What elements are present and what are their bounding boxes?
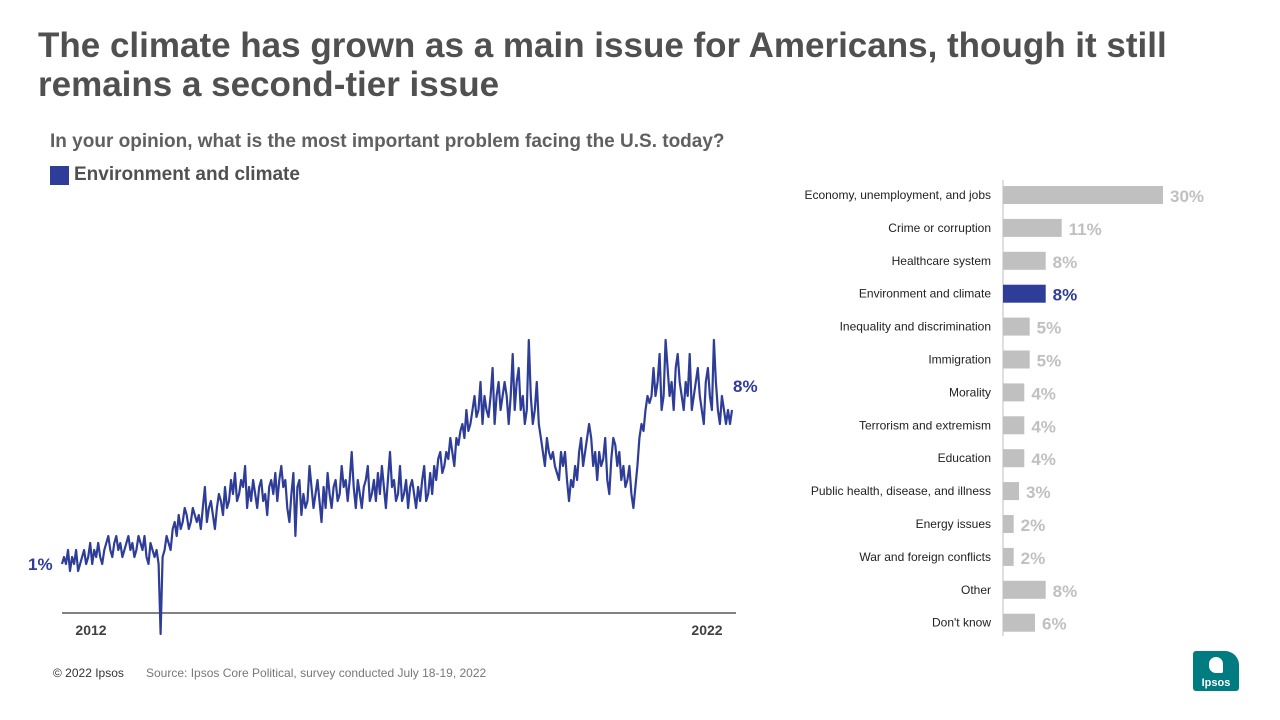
- bar: [1003, 449, 1025, 468]
- bar-value-label: 30%: [1170, 187, 1204, 206]
- bar-value-label: 5%: [1037, 352, 1062, 371]
- bar-value-label: 3%: [1026, 483, 1051, 502]
- bar-value-label: 5%: [1037, 319, 1062, 338]
- line-chart: 2012 2022 1% 8%: [28, 338, 758, 638]
- line-chart-legend: Environment and climate: [50, 164, 300, 186]
- start-value-label: 1%: [28, 555, 53, 574]
- bar-category-label: Inequality and discrimination: [840, 320, 991, 334]
- series-line-environment-climate: [60, 338, 734, 636]
- logo-mark-icon: [1209, 657, 1223, 673]
- bar-category-label: Economy, unemployment, and jobs: [804, 188, 991, 202]
- bar: [1003, 613, 1035, 632]
- bar-category-label: Environment and climate: [859, 287, 991, 301]
- bar-chart: Economy, unemployment, and jobs 30% Crime …: [804, 180, 1204, 636]
- x-tick-label-start: 2012: [75, 622, 106, 638]
- source-note: Source: Ipsos Core Political, survey con…: [146, 666, 487, 680]
- question-subtitle: In your opinion, what is the most import…: [50, 131, 725, 152]
- bar-value-label: 6%: [1042, 615, 1067, 634]
- bar-value-label: 2%: [1021, 549, 1046, 568]
- bar-value-label: 8%: [1053, 253, 1078, 272]
- bar: [1003, 482, 1019, 501]
- bar-category-label: Public health, disease, and illness: [811, 484, 991, 498]
- bar: [1003, 317, 1030, 336]
- bar: [1003, 383, 1025, 402]
- page-title: The climate has grown as a main issue fo…: [38, 26, 1167, 104]
- bar-category-label: Healthcare system: [892, 254, 991, 268]
- bar-value-label: 2%: [1021, 516, 1046, 535]
- bar: [1003, 515, 1014, 533]
- bar: [1003, 186, 1163, 204]
- bar-category-label: Energy issues: [916, 517, 991, 531]
- bar: [1003, 218, 1062, 237]
- bar: [1003, 547, 1014, 566]
- end-value-label: 8%: [733, 377, 758, 396]
- legend-label: Environment and climate: [74, 164, 300, 185]
- bar-category-label: Morality: [949, 385, 991, 399]
- bar-value-label: 4%: [1031, 384, 1056, 403]
- bar-category-label: Other: [961, 583, 991, 597]
- bar-value-label: 11%: [1069, 220, 1102, 239]
- bar-category-label: Terrorism and extremism: [859, 418, 991, 432]
- bar-category-label: Don't know: [932, 616, 991, 630]
- bar-category-label: Crime or corruption: [888, 221, 991, 235]
- bar-value-label: 8%: [1053, 286, 1078, 305]
- bar: [1003, 251, 1046, 270]
- copyright: © 2022 Ipsos: [53, 666, 124, 680]
- legend-swatch: [50, 165, 69, 185]
- bar-value-label: 4%: [1031, 450, 1056, 469]
- bar: [1003, 350, 1030, 369]
- logo-text: Ipsos: [1201, 677, 1231, 689]
- bar-value-label: 8%: [1053, 582, 1078, 601]
- bar: [1003, 580, 1046, 599]
- bar-value-label: 4%: [1031, 417, 1056, 436]
- bar: [1003, 284, 1046, 303]
- bar: [1003, 416, 1025, 435]
- bar-category-label: Education: [938, 451, 991, 465]
- ipsos-logo: Ipsos: [1193, 651, 1239, 691]
- x-tick-label-end: 2022: [691, 622, 722, 638]
- bar-category-label: Immigration: [928, 353, 991, 367]
- bar-category-label: War and foreign conflicts: [859, 550, 991, 564]
